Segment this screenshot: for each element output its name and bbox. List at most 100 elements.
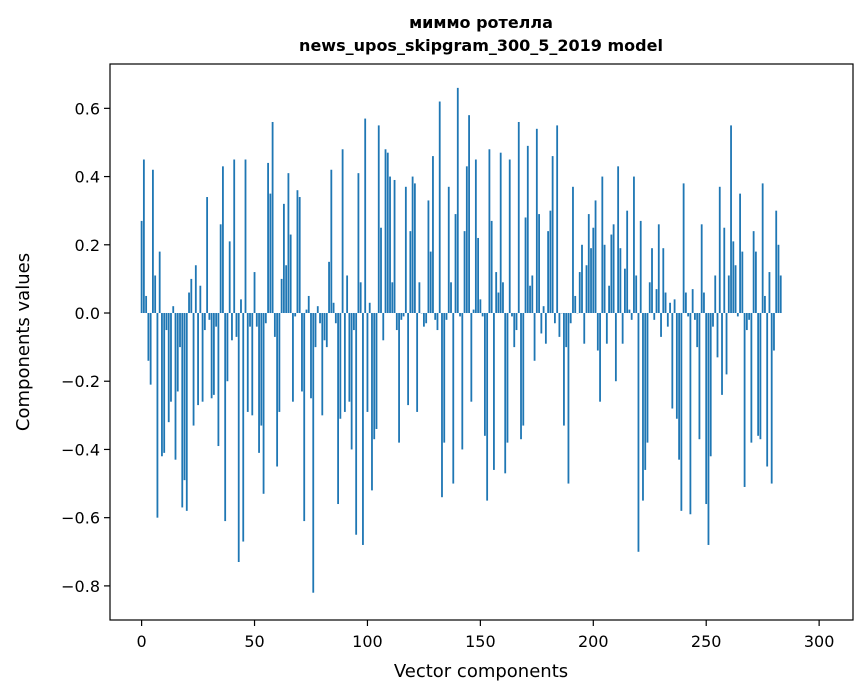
- bar-component-145: [468, 115, 470, 314]
- bar-component-156: [493, 313, 495, 470]
- bar-component-202: [596, 313, 599, 351]
- bar-component-196: [583, 313, 586, 344]
- bar-component-227: [653, 313, 656, 320]
- bar-component-185: [558, 313, 561, 337]
- bar-component-106: [380, 227, 382, 314]
- bar-component-234: [669, 302, 671, 314]
- y-axis-ticks: −0.8 −0.6 −0.4 −0.2 0.0 0.2 0.4 0.6: [61, 99, 110, 596]
- bar-component-187: [563, 313, 565, 426]
- bar-component-138: [452, 313, 455, 484]
- bar-component-130: [434, 313, 437, 320]
- bar-component-12: [167, 313, 170, 423]
- bar-component-21: [188, 292, 190, 314]
- bar-component-112: [393, 179, 396, 314]
- bar-component-127: [427, 200, 430, 314]
- bar-component-79: [319, 313, 321, 324]
- bar-component-200: [592, 227, 595, 314]
- bar-component-120: [411, 176, 414, 314]
- bar-component-211: [617, 166, 620, 314]
- bar-component-250: [705, 313, 708, 505]
- bar-component-117: [404, 186, 407, 314]
- bar-component-154: [488, 149, 491, 314]
- bar-component-129: [432, 156, 434, 314]
- bar-component-282: [777, 244, 780, 314]
- bar-component-88: [339, 313, 342, 419]
- bar-component-31: [210, 313, 213, 399]
- bar-component-101: [368, 302, 371, 314]
- bar-component-228: [655, 289, 658, 314]
- bar-component-265: [739, 193, 741, 314]
- bar-component-91: [346, 275, 349, 314]
- bar-component-104: [375, 313, 378, 429]
- y-tick-label: −0.6: [61, 509, 100, 528]
- bar-component-119: [409, 231, 412, 314]
- bar-component-33: [215, 313, 218, 327]
- bar-component-68: [294, 313, 297, 317]
- bar-component-201: [594, 200, 597, 314]
- bar-component-230: [660, 313, 662, 337]
- bar-component-16: [176, 313, 179, 392]
- bar-component-87: [337, 313, 339, 505]
- bar-component-262: [732, 241, 735, 314]
- bar-component-67: [292, 313, 294, 402]
- bar-component-237: [675, 313, 678, 419]
- bar-component-226: [651, 248, 653, 314]
- bar-component-13: [170, 313, 172, 402]
- bar-component-203: [599, 313, 601, 402]
- bar-component-140: [456, 87, 459, 314]
- chart-title-line-1: миммо ротелла: [409, 13, 553, 32]
- bar-component-175: [535, 128, 538, 314]
- bar-component-133: [441, 313, 443, 498]
- bar-component-148: [474, 159, 477, 314]
- bar-component-151: [481, 313, 484, 317]
- bar-component-169: [522, 313, 525, 426]
- bar-component-81: [323, 313, 326, 341]
- bar-component-69: [296, 190, 299, 314]
- bar-component-107: [382, 313, 385, 341]
- bar-component-38: [226, 313, 229, 382]
- bar-component-210: [614, 313, 617, 382]
- bar-component-171: [526, 145, 529, 314]
- bar-component-205: [603, 244, 606, 314]
- bar-component-261: [730, 125, 732, 314]
- bar-component-248: [700, 224, 703, 314]
- bar-component-179: [544, 313, 547, 344]
- bar-component-258: [723, 227, 726, 314]
- bar-component-109: [386, 152, 389, 314]
- bar-component-29: [206, 197, 209, 314]
- bar-component-188: [565, 313, 568, 348]
- bar-component-150: [479, 299, 482, 314]
- bar-component-178: [542, 306, 545, 314]
- y-tick-label: 0.4: [75, 168, 100, 187]
- bar-component-15: [174, 313, 177, 460]
- bar-component-235: [671, 313, 674, 409]
- bar-component-54: [262, 313, 265, 494]
- bar-component-249: [703, 292, 705, 314]
- bar-component-77: [314, 313, 317, 348]
- bar-component-214: [624, 268, 626, 314]
- bar-component-44: [240, 299, 242, 314]
- bar-component-19: [183, 313, 186, 481]
- x-tick-label: 200: [578, 632, 609, 651]
- bar-component-165: [513, 313, 516, 348]
- bar-component-206: [605, 313, 608, 344]
- x-tick-label: 150: [465, 632, 496, 651]
- bar-component-102: [371, 313, 373, 491]
- bar-component-176: [538, 214, 540, 314]
- bar-component-204: [601, 176, 604, 314]
- bar-component-177: [540, 313, 543, 334]
- bar-component-132: [438, 101, 441, 314]
- bar-component-58: [271, 121, 274, 314]
- bar-component-278: [768, 272, 771, 314]
- bar-component-159: [499, 152, 502, 314]
- bar-component-163: [508, 159, 511, 314]
- bar-component-23: [192, 313, 195, 426]
- y-tick-label: −0.8: [61, 577, 100, 596]
- bar-component-164: [511, 313, 513, 317]
- bar-component-64: [285, 265, 288, 314]
- bar-component-274: [759, 313, 762, 440]
- bar-component-217: [630, 313, 633, 320]
- y-axis-label: Components values: [13, 253, 34, 431]
- bar-component-125: [423, 313, 425, 327]
- bar-component-243: [689, 313, 692, 515]
